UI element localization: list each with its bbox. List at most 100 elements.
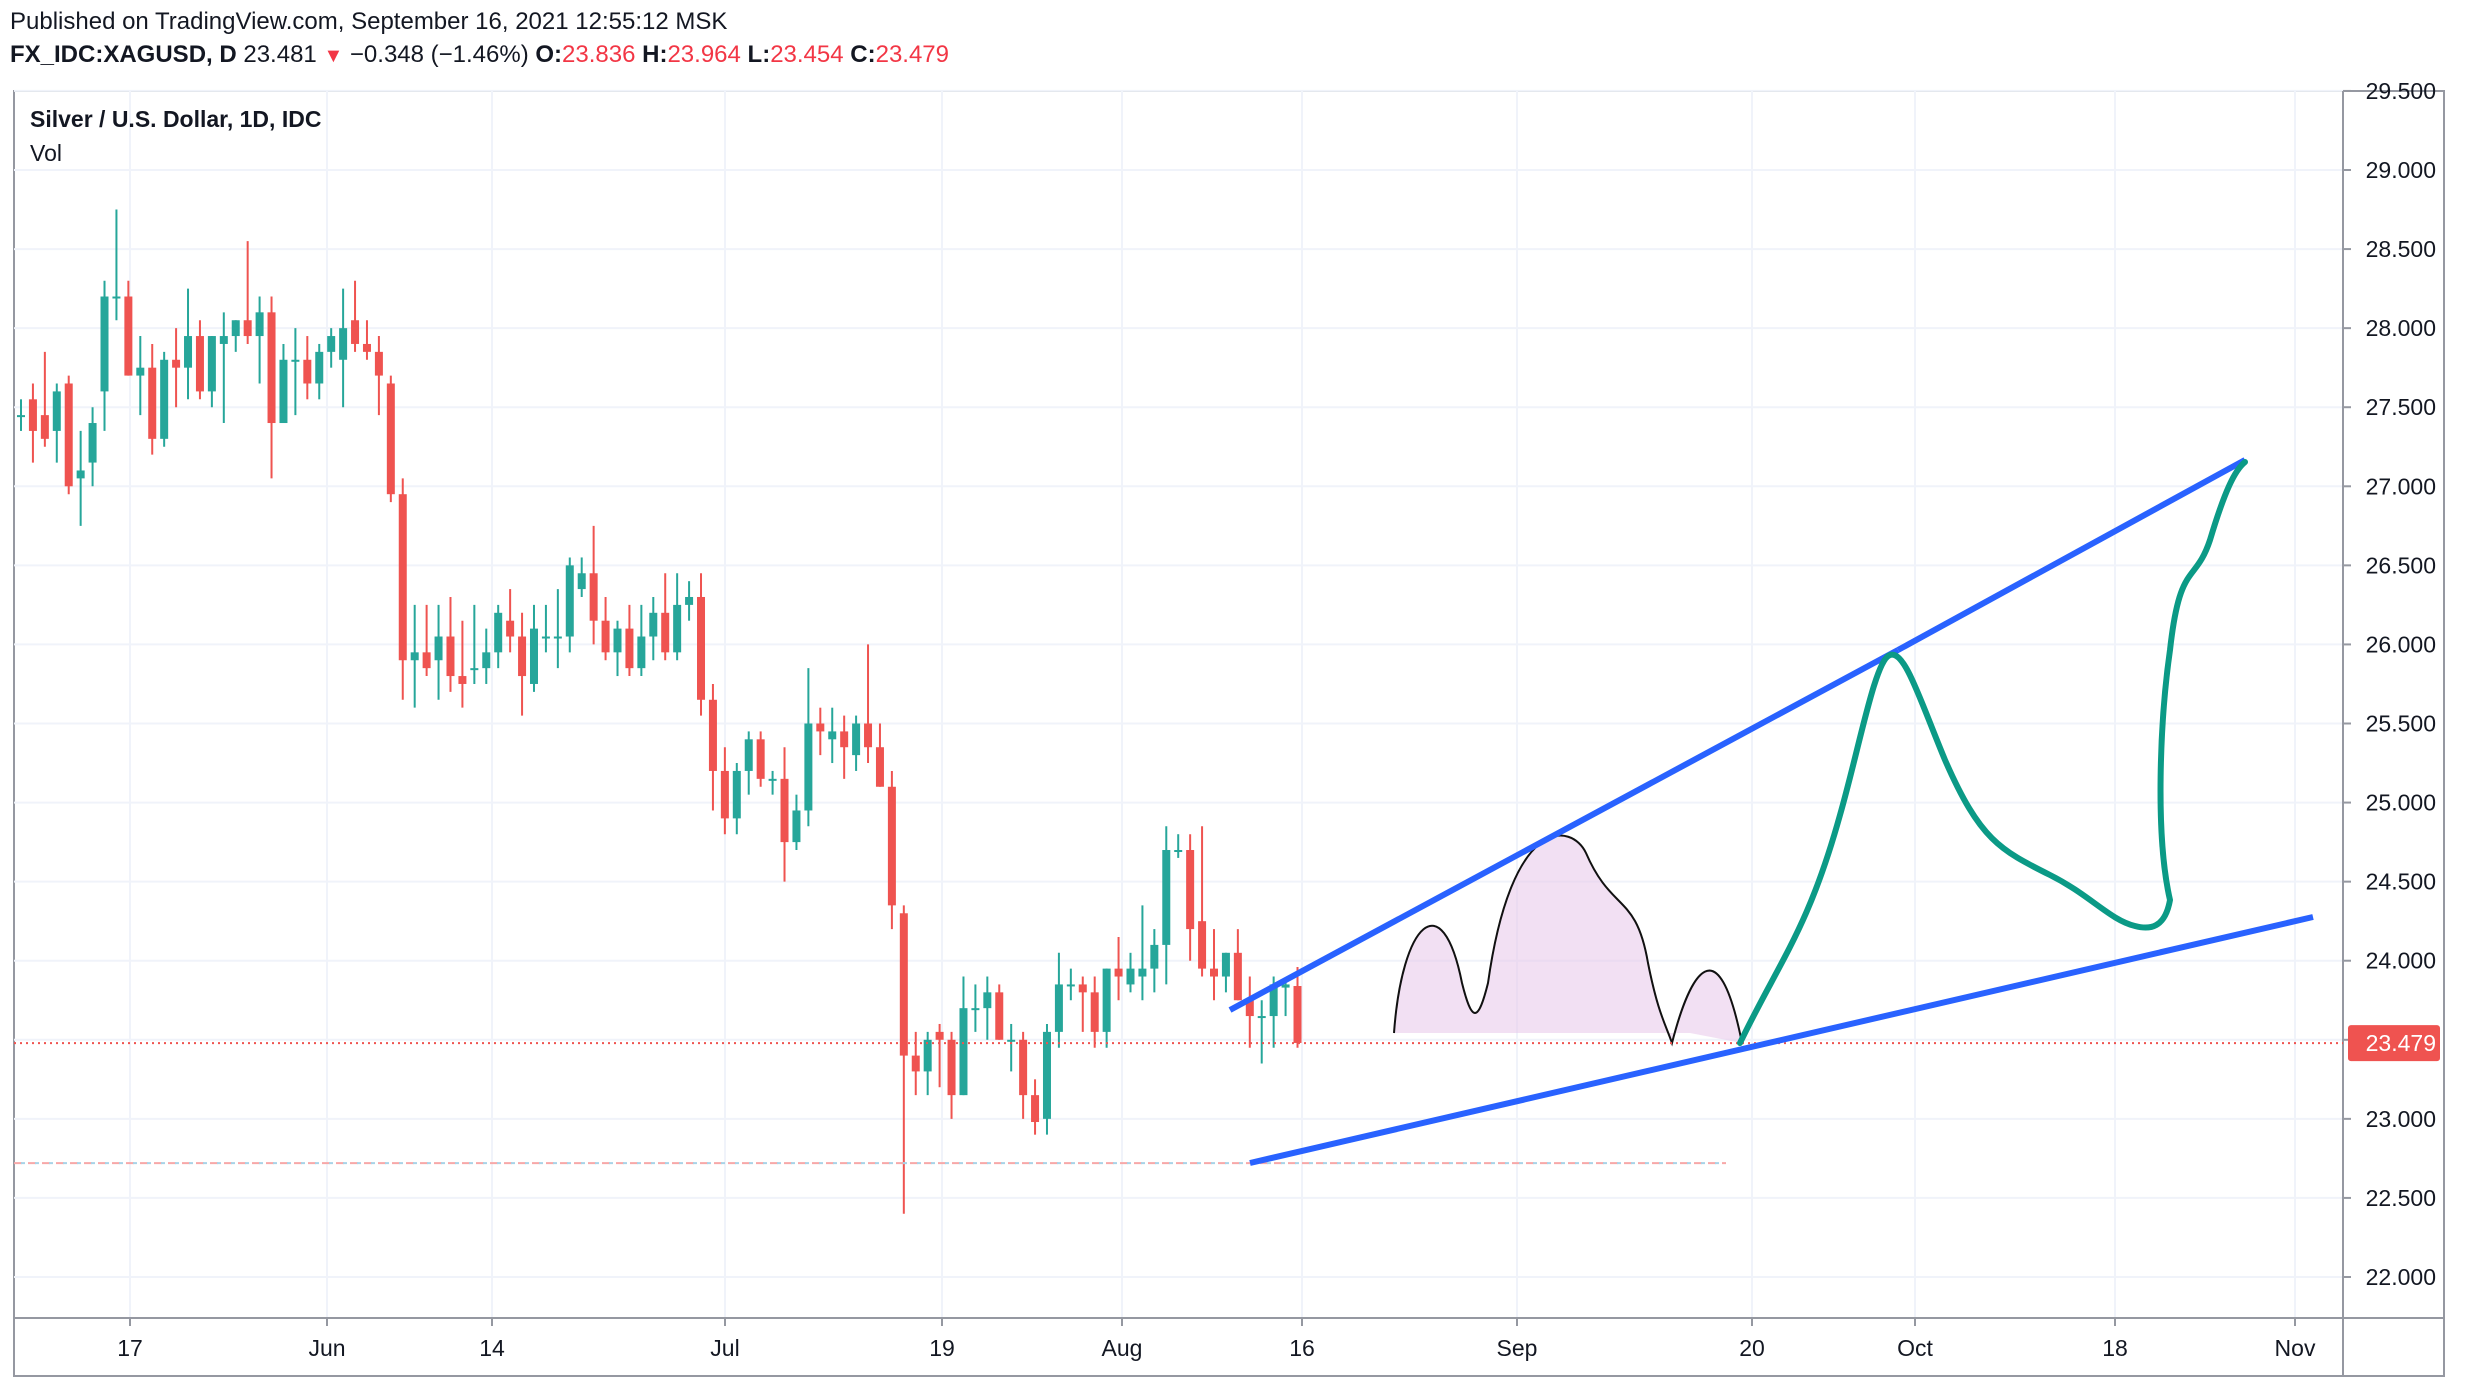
candle-body	[386, 383, 395, 495]
candle-body	[887, 786, 896, 906]
candle-body	[1162, 850, 1171, 945]
candle-body	[255, 312, 264, 337]
candle-body	[52, 391, 61, 431]
high-label: H:	[642, 41, 668, 68]
candle-body	[494, 612, 503, 653]
upper-trendline	[1228, 647, 1900, 1013]
candle-body	[1078, 984, 1087, 993]
y-tick-label: 24.500	[2366, 869, 2436, 895]
candle-body	[1269, 984, 1278, 1017]
candle-body	[64, 383, 73, 487]
y-tick-label: 26.500	[2366, 552, 2436, 578]
candle-body	[852, 723, 861, 756]
candle-body	[995, 992, 1004, 1040]
candle-body	[136, 367, 145, 376]
grid	[14, 89, 2343, 1318]
candle-body	[899, 913, 908, 1056]
candle-body	[315, 351, 324, 384]
x-tick-label: 14	[479, 1335, 505, 1361]
candle-body	[840, 731, 849, 748]
candle-body	[160, 359, 169, 439]
down-arrow-icon: ▼	[323, 45, 344, 67]
head-and-shoulders-pattern	[1393, 834, 1743, 1047]
candle-body	[458, 676, 467, 684]
y-tick-label: 22.500	[2366, 1185, 2436, 1211]
candle-body	[28, 399, 37, 431]
legend-title: Silver / U.S. Dollar, 1D, IDC	[30, 106, 322, 132]
candle-body	[17, 415, 25, 418]
y-tick-label: 27.000	[2366, 473, 2436, 499]
y-tick-label: 27.500	[2366, 394, 2436, 420]
close-label: C:	[850, 41, 876, 68]
price-change: −0.348 (−1.46%)	[349, 41, 529, 68]
candle-body	[339, 328, 348, 360]
candle-body	[804, 723, 813, 811]
candle-body	[923, 1039, 932, 1072]
price-axis[interactable]: 29.500 29.000 28.500 28.000 27.500 27.000 26.5…	[2343, 78, 2440, 1290]
candle-body	[470, 668, 479, 671]
y-tick-label: 22.000	[2366, 1264, 2436, 1290]
legend-vol: Vol	[30, 140, 62, 166]
y-tick-label: 26.000	[2366, 631, 2436, 657]
candle-body	[148, 367, 157, 439]
candle-body	[231, 320, 240, 337]
y-tick-label: 28.500	[2366, 236, 2436, 262]
candle-body	[1138, 968, 1147, 977]
upper-trendline-extension	[1896, 457, 2247, 653]
candle-body	[1293, 986, 1302, 1043]
y-tick-label: 24.000	[2366, 948, 2436, 974]
current-price-label: 23.479	[2366, 1030, 2436, 1056]
candle-body	[1257, 1016, 1266, 1019]
candle-body	[708, 699, 717, 771]
candle-body	[1066, 984, 1075, 987]
candle-body	[828, 731, 837, 740]
candle-body	[112, 296, 121, 299]
candle-body	[649, 612, 658, 637]
candle-body	[971, 1008, 980, 1011]
candle-body	[195, 336, 204, 392]
candle-body	[697, 596, 706, 700]
candle-body	[911, 1055, 920, 1072]
symbol-name[interactable]: FX_IDC:XAGUSD, D	[10, 41, 237, 68]
y-tick-label: 25.000	[2366, 790, 2436, 816]
candle-body	[267, 312, 276, 424]
time-axis[interactable]: 17 Jun 14 Jul 19 Aug 16 Sep 20 Oct 18 Nov	[117, 1318, 2316, 1361]
candle-body	[1007, 1039, 1016, 1042]
candle-body	[1233, 952, 1242, 1001]
x-tick-label: 16	[1289, 1335, 1315, 1361]
x-tick-label: Oct	[1897, 1335, 1933, 1361]
candle-body	[506, 620, 515, 637]
x-tick-label: 17	[117, 1335, 143, 1361]
candle-body	[625, 628, 634, 669]
y-tick-label: 23.000	[2366, 1106, 2436, 1132]
candle-body	[947, 1039, 956, 1096]
candle-body	[1042, 1031, 1051, 1119]
candle-body	[673, 604, 682, 653]
candle-body	[1245, 1000, 1254, 1017]
candle-body	[1031, 1095, 1040, 1123]
candle-body	[983, 992, 992, 1009]
candle-body	[291, 359, 300, 362]
candle-body	[172, 359, 181, 368]
x-tick-label: Aug	[1102, 1335, 1143, 1361]
candle-body	[207, 336, 216, 392]
y-tick-label: 29.000	[2366, 157, 2436, 183]
candle-body	[351, 320, 360, 344]
candle-body	[243, 320, 252, 337]
candle-body	[518, 636, 527, 677]
candle-body	[565, 565, 574, 637]
candle-body	[184, 336, 193, 368]
x-tick-label: Sep	[1497, 1335, 1538, 1361]
candle-body	[1150, 944, 1159, 969]
open-label: O:	[535, 41, 563, 68]
x-tick-label: Jun	[308, 1335, 345, 1361]
published-caption: Published on TradingView.com, September …	[10, 8, 728, 35]
candle-body	[959, 1008, 968, 1096]
candle-body	[744, 739, 753, 771]
candle-body	[482, 652, 491, 669]
open-value: 23.836	[562, 41, 636, 68]
current-price-tag	[2348, 1025, 2440, 1062]
y-tick-label: 29.500	[2366, 78, 2436, 104]
candle-body	[1174, 850, 1183, 853]
